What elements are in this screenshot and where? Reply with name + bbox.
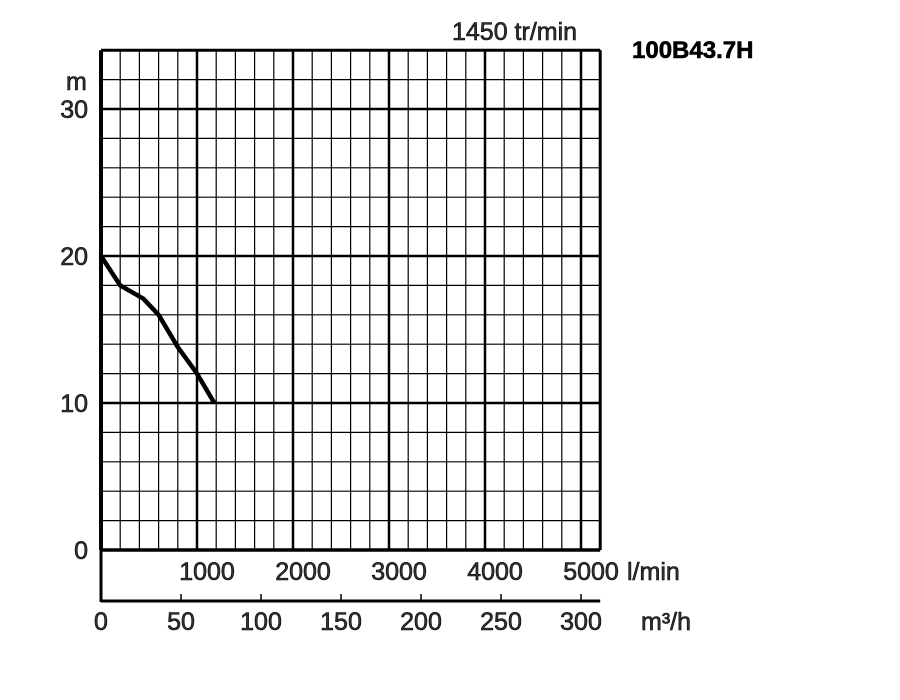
x-tick-label-m3h: 0 <box>94 608 108 636</box>
chart-title: 100B43.7H <box>632 37 753 64</box>
x-tick-label-lmin: 5000 <box>563 558 619 586</box>
x-axis-label-lmin: l/min <box>627 558 680 586</box>
x-tick-label-lmin: 1000 <box>179 558 235 586</box>
x-tick-label-lmin: 3000 <box>371 558 427 586</box>
y-axis-label: m <box>66 68 87 96</box>
y-tick-label: 10 <box>60 390 88 418</box>
x-tick-label-m3h: 100 <box>240 608 282 636</box>
x-tick-label-m3h: 200 <box>400 608 442 636</box>
x-tick-label-m3h: 150 <box>320 608 362 636</box>
x-tick-label-m3h: 250 <box>480 608 522 636</box>
x-axis-label-m3h: m³/h <box>641 608 691 636</box>
x-tick-label-lmin: 4000 <box>467 558 523 586</box>
x-tick-label-lmin: 2000 <box>275 558 331 586</box>
y-tick-label: 20 <box>60 243 88 271</box>
y-tick-label: 0 <box>74 537 88 565</box>
speed-label: 1450 tr/min <box>452 18 577 46</box>
x-tick-label-m3h: 300 <box>560 608 602 636</box>
x-tick-label-m3h: 50 <box>167 608 195 636</box>
pump-head-curve <box>99 254 217 405</box>
y-tick-label: 30 <box>60 96 88 124</box>
